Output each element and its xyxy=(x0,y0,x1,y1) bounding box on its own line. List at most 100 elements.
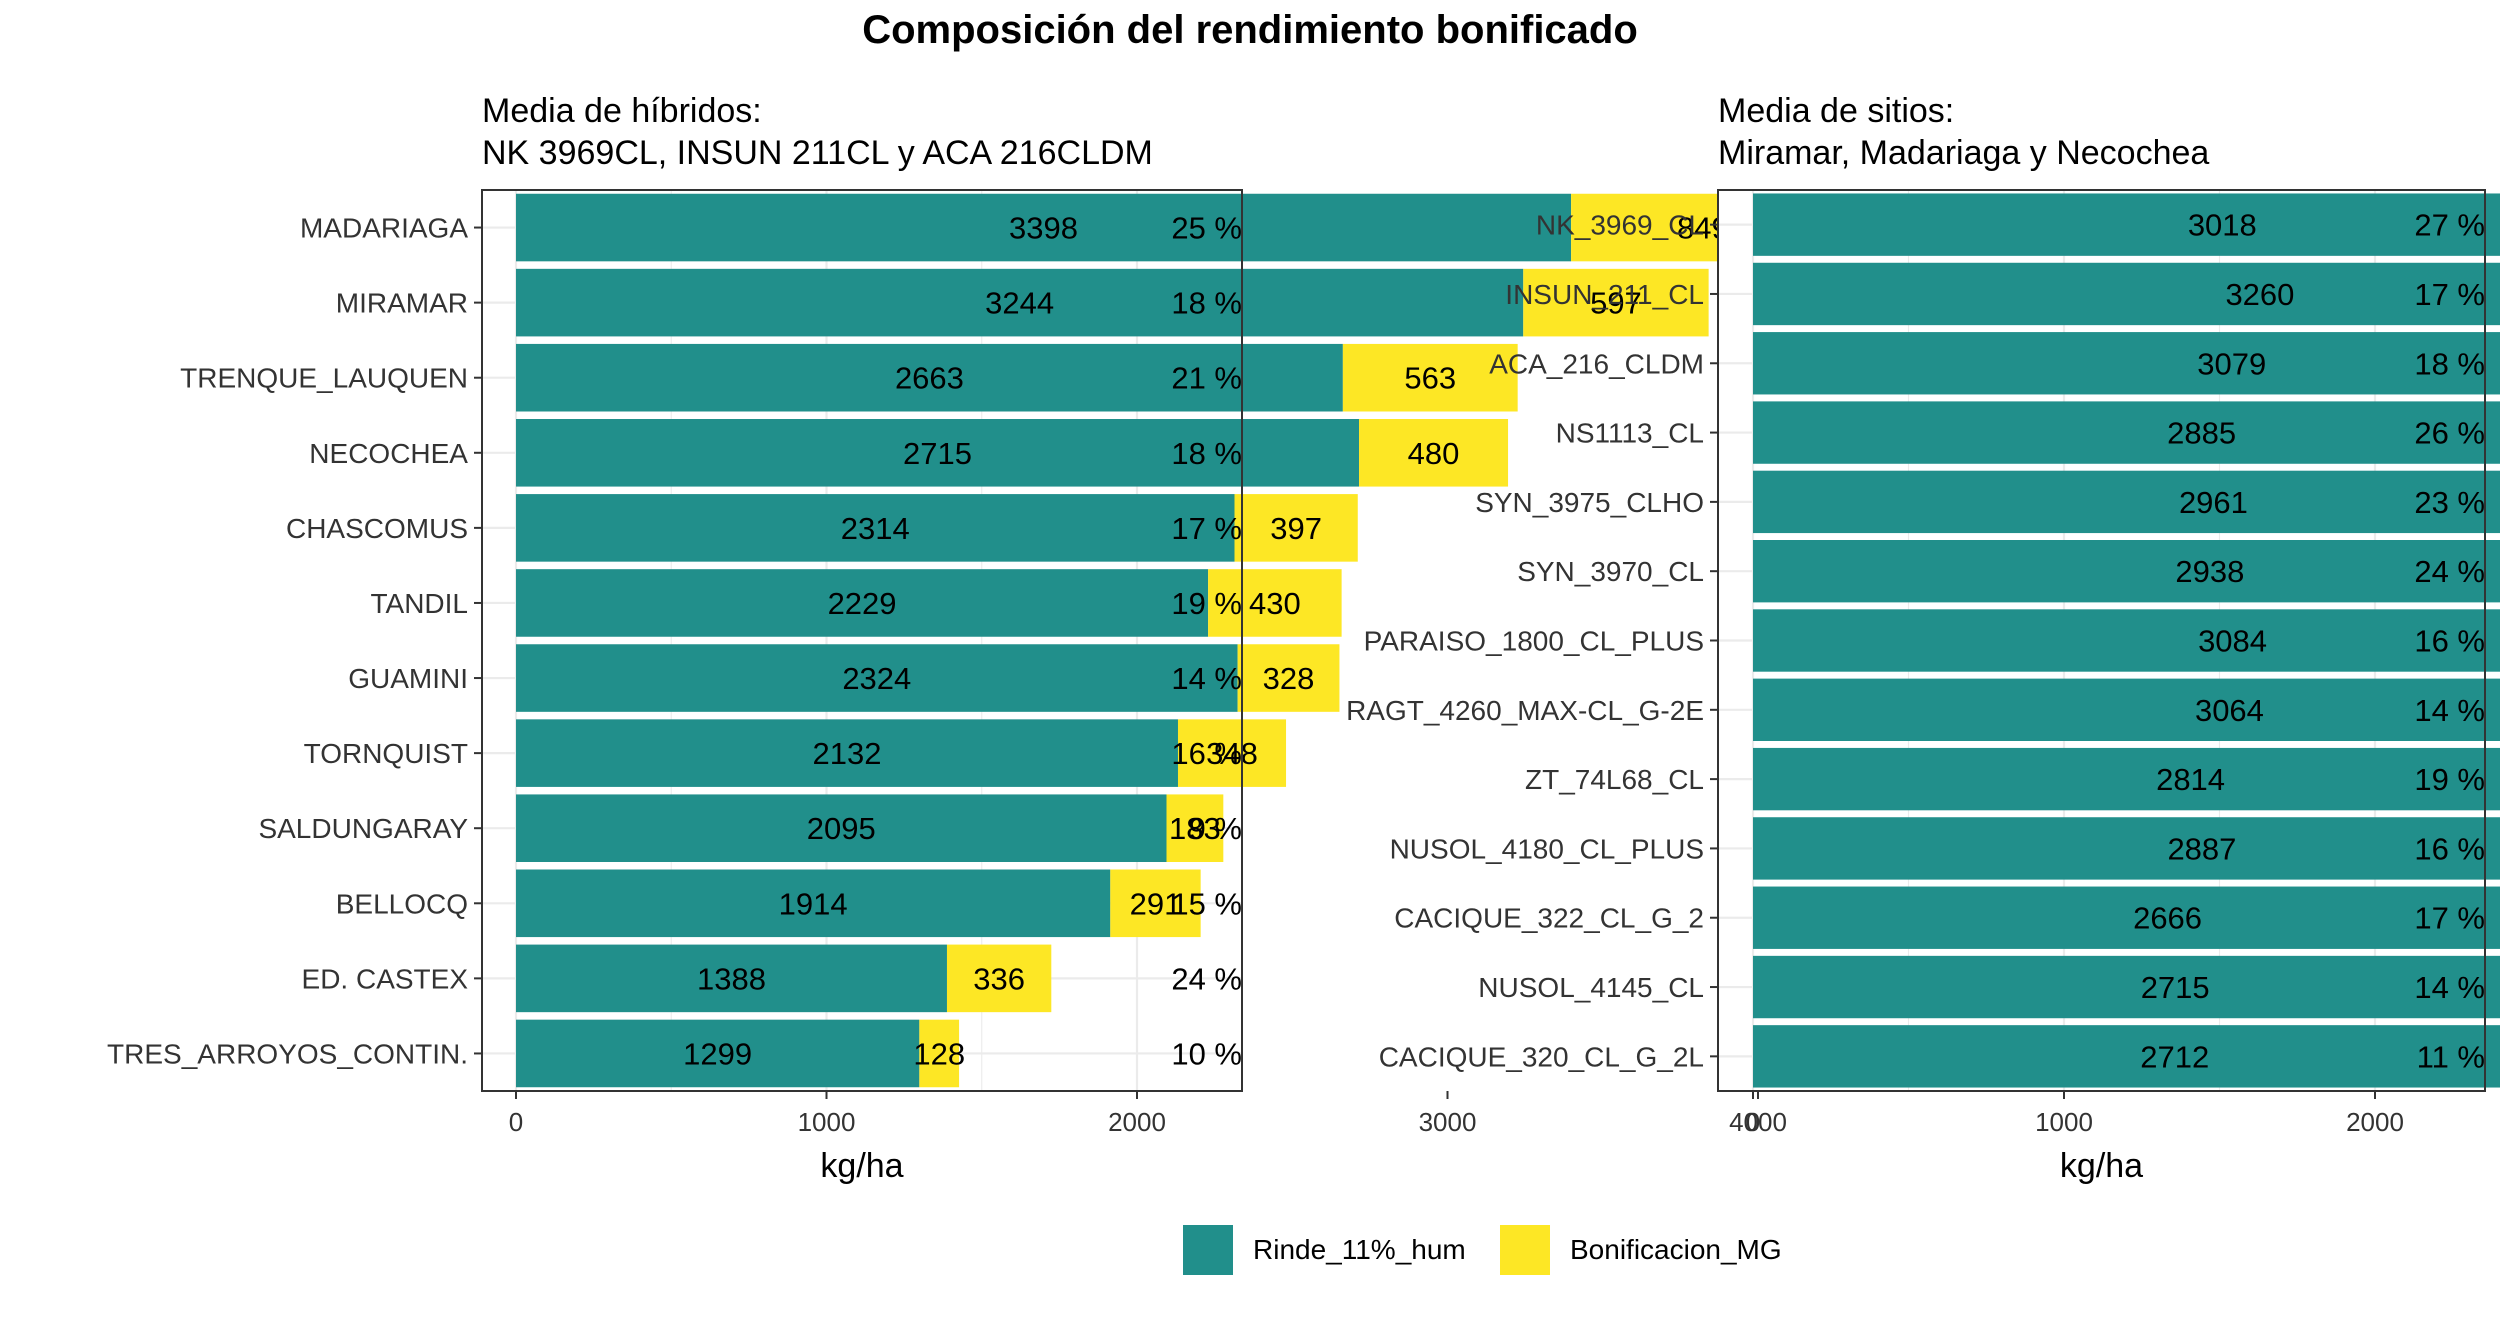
bar-rinde xyxy=(516,193,1572,262)
label-percent: 14 % xyxy=(2414,693,2485,728)
label-rinde: 2132 xyxy=(813,736,882,771)
bar-rinde xyxy=(516,794,1167,862)
bar-rinde xyxy=(1753,955,2500,1019)
label-percent: 17 % xyxy=(1171,511,1242,546)
x-tick-label: 1000 xyxy=(798,1107,856,1137)
label-percent: 14 % xyxy=(2414,970,2485,1005)
bar-rinde xyxy=(1753,193,2500,256)
bar-rinde xyxy=(516,419,1360,487)
label-bonificacion: 128 xyxy=(913,1036,965,1071)
bar-bonificacion xyxy=(1237,644,1340,712)
label-rinde: 2095 xyxy=(807,811,876,846)
bar-rinde xyxy=(516,1019,920,1088)
label-rinde: 2961 xyxy=(2179,485,2248,520)
label-rinde: 2814 xyxy=(2156,762,2225,797)
label-rinde: 2715 xyxy=(903,436,972,471)
label-percent: 10 % xyxy=(1171,1036,1242,1071)
bar-rinde xyxy=(516,569,1209,637)
label-percent: 18 % xyxy=(2414,346,2485,381)
label-rinde: 1914 xyxy=(779,886,848,921)
label-percent: 25 % xyxy=(1171,211,1242,246)
category-label: CACIQUE_322_CL_G_2 xyxy=(1394,903,1704,934)
label-percent: 27 % xyxy=(2414,208,2485,243)
x-tick-label: 0 xyxy=(509,1107,523,1137)
bar-rinde xyxy=(1753,886,2500,949)
category-label: GUAMINI xyxy=(348,663,468,694)
label-percent: 23 % xyxy=(2414,485,2485,520)
label-percent: 17 % xyxy=(2414,277,2485,312)
label-percent: 19 % xyxy=(1171,586,1242,621)
bar-rinde xyxy=(516,644,1238,712)
category-label: MIRAMAR xyxy=(336,288,468,319)
label-rinde: 2663 xyxy=(895,361,964,396)
legend: Rinde_11%_hum Bonificacion_MG xyxy=(0,1220,2500,1290)
bar-rinde xyxy=(516,268,1524,337)
category-label: NS1113_CL xyxy=(1556,418,1704,449)
category-label: NK_3969_CL xyxy=(1536,210,1704,241)
x-tick-label: 0 xyxy=(1746,1107,1760,1137)
label-rinde: 2324 xyxy=(842,661,911,696)
label-bonificacion: 336 xyxy=(973,961,1025,996)
bar-rinde xyxy=(516,944,947,1013)
label-percent: 18 % xyxy=(1171,436,1242,471)
label-percent: 11 % xyxy=(2417,1039,2485,1074)
category-label: PARAISO_1800_CL_PLUS xyxy=(1364,626,1704,657)
category-label: RAGT_4260_MAX-CL_G-2E xyxy=(1346,695,1704,726)
label-rinde: 2666 xyxy=(2133,901,2202,936)
label-percent: 21 % xyxy=(1171,361,1242,396)
bar-rinde xyxy=(1753,678,2500,741)
label-bonificacion: 183 xyxy=(1169,811,1221,846)
right-subtitle-line2: Miramar, Madariaga y Necochea xyxy=(1718,134,2210,172)
label-bonificacion: 348 xyxy=(1206,736,1258,771)
label-percent: 16 % xyxy=(2414,624,2485,659)
legend-swatch-bonificacion xyxy=(1500,1225,1550,1275)
bar-rinde xyxy=(1753,401,2500,464)
bar-rinde xyxy=(1753,609,2500,672)
right-subtitle-line1: Media de sitios: xyxy=(1718,92,1955,130)
label-bonificacion: 291 xyxy=(1130,886,1182,921)
category-label: ZT_74L68_CL xyxy=(1525,764,1704,795)
label-percent: 17 % xyxy=(2414,901,2485,936)
category-label: NUSOL_4145_CL xyxy=(1478,972,1704,1003)
label-bonificacion: 430 xyxy=(1249,586,1301,621)
label-rinde: 2887 xyxy=(2167,831,2236,866)
plot-border xyxy=(1717,189,2486,1092)
bar-rinde xyxy=(516,343,1343,412)
bar-bonificacion xyxy=(1177,719,1287,787)
plot-area xyxy=(482,190,1242,1091)
legend-item-bonificacion: Bonificacion_MG xyxy=(1500,1220,1782,1280)
label-percent: 9 % xyxy=(1189,811,1242,846)
bar-rinde xyxy=(1753,262,2500,326)
bar-bonificacion xyxy=(1166,794,1224,862)
bar-rinde xyxy=(1753,332,2500,395)
label-percent: 24 % xyxy=(1171,961,1242,996)
chart-panel-1: 301880827 %NK_3969_CL326055717 %INSUN_21… xyxy=(1346,189,2500,1185)
bar-rinde xyxy=(1753,470,2500,534)
category-label: ED. CASTEX xyxy=(302,963,469,994)
label-bonificacion: 397 xyxy=(1270,511,1322,546)
category-label: SYN_3975_CLHO xyxy=(1475,487,1704,518)
category-label: TORNQUIST xyxy=(304,738,468,769)
bar-bonificacion xyxy=(1523,268,1709,337)
label-rinde: 2229 xyxy=(828,586,897,621)
bar-bonificacion xyxy=(1234,494,1358,562)
label-rinde: 3084 xyxy=(2198,624,2267,659)
label-rinde: 3244 xyxy=(985,286,1054,321)
label-percent: 14 % xyxy=(1171,661,1242,696)
left-subtitle-line2: NK 3969CL, INSUN 211CL y ACA 216CLDM xyxy=(482,134,1153,172)
category-label: BELLOCQ xyxy=(336,888,468,919)
left-subtitle-line1: Media de híbridos: xyxy=(482,92,762,130)
bar-bonificacion xyxy=(1208,569,1342,637)
bar-bonificacion xyxy=(946,944,1052,1013)
legend-label-rinde: Rinde_11%_hum xyxy=(1253,1234,1466,1265)
label-bonificacion: 480 xyxy=(1408,436,1460,471)
bar-bonificacion xyxy=(1110,869,1201,938)
plot-border xyxy=(481,189,1243,1092)
label-rinde: 2715 xyxy=(2141,970,2210,1005)
label-percent: 15 % xyxy=(1171,886,1242,921)
category-label: SYN_3970_CL xyxy=(1517,556,1704,587)
label-rinde: 3079 xyxy=(2197,346,2266,381)
left-panel-subtitle: Media de híbridos: NK 3969CL, INSUN 211C… xyxy=(482,90,1153,174)
label-percent: 18 % xyxy=(1171,286,1242,321)
x-axis-label: kg/ha xyxy=(820,1147,903,1185)
